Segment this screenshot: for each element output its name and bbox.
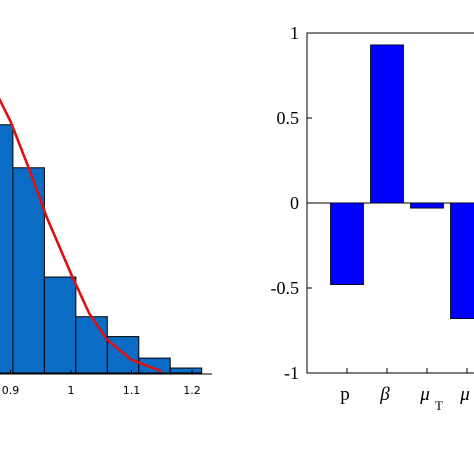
histogram-x-ticks: 0.9 1 1.1 1.2 xyxy=(2,370,201,397)
x-category-label: μ xyxy=(419,384,430,405)
y-tick-label: 0 xyxy=(290,193,299,213)
histogram-x-tick-label: 1.1 xyxy=(123,384,141,397)
histogram-bars xyxy=(0,124,203,374)
histogram-x-tick-label: 0.9 xyxy=(2,384,20,397)
y-tick-label: -0.5 xyxy=(271,278,300,298)
coefficient-bar xyxy=(450,202,474,319)
y-tick-label: -1 xyxy=(284,363,299,383)
coefficient-bars xyxy=(330,44,474,319)
coefficient-bar xyxy=(370,44,404,204)
histogram-bar xyxy=(169,367,203,374)
x-category-label: μ xyxy=(459,384,470,405)
y-tick-label: 1 xyxy=(290,23,299,43)
x-category-label: β xyxy=(379,384,390,405)
y-axis-ticks: 1 0.5 0 -0.5 -1 xyxy=(271,23,312,383)
x-category-subscript: T xyxy=(435,398,443,413)
histogram-x-tick-label: 1 xyxy=(68,384,75,397)
histogram-bar xyxy=(43,276,77,374)
histogram-bar xyxy=(106,336,140,374)
x-axis-categories: p β μTμ xyxy=(340,368,470,413)
histogram-bar xyxy=(12,167,45,374)
coefficient-bar xyxy=(410,202,444,209)
coefficient-bar-chart: 10.50-0.5-1 p β μTμ xyxy=(271,23,474,413)
x-category-label: p xyxy=(340,384,350,405)
histogram-bar xyxy=(75,316,108,374)
histogram-bar xyxy=(138,357,171,374)
histogram-x-tick-label: 1.2 xyxy=(183,384,201,397)
histogram-bar xyxy=(0,124,14,374)
y-tick-label: 0.5 xyxy=(277,108,300,128)
coefficient-bar xyxy=(330,202,364,285)
fit-curve-line xyxy=(0,97,163,373)
histogram-chart: 0.9 1 1.1 1.2 xyxy=(0,97,212,397)
